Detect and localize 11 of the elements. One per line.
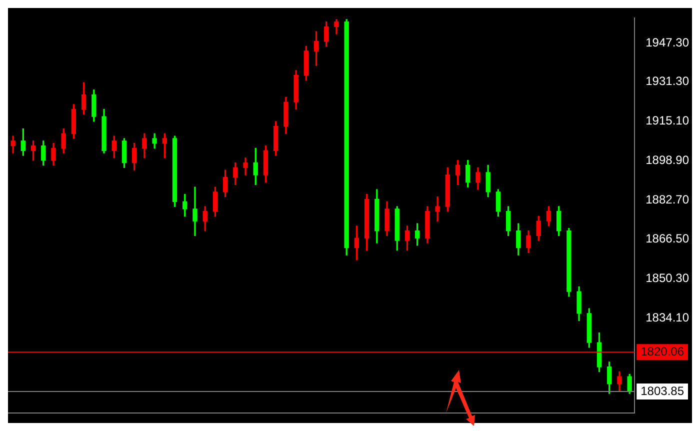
ref-line-label: 1820.06	[640, 344, 684, 358]
y-tick-label: 1834.10	[646, 310, 690, 324]
y-tick-label: 1850.30	[646, 270, 690, 285]
y-tick-label: 1882.70	[646, 192, 690, 206]
candlestick	[435, 196, 440, 222]
y-tick-label: 1931.30	[646, 74, 690, 88]
y-tick-label: 1866.50	[646, 232, 690, 246]
ref-line-label: 1803.85	[640, 384, 684, 398]
y-tick-label: 1947.30	[646, 35, 690, 50]
y-tick-label: 1898.90	[646, 152, 690, 167]
y-tick-label: 1915.10	[646, 114, 690, 128]
